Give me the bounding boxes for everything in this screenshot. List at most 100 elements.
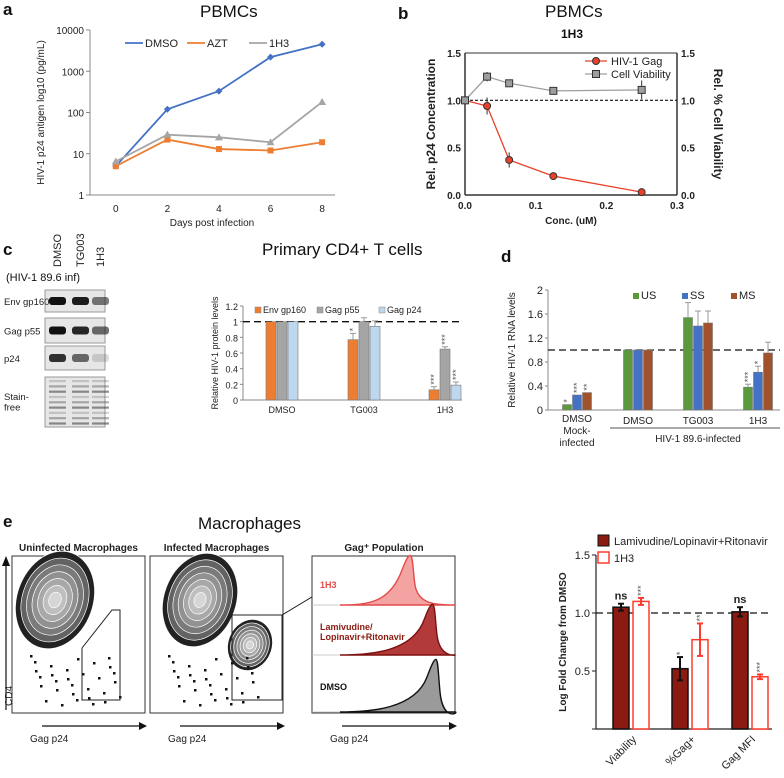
b-x-tick-label: 0.1 [529,201,543,212]
flow-event [230,703,233,706]
b-x-tick-label: 0.3 [670,201,684,212]
e-sig-stars: ** [695,614,705,622]
a-x-tick-label: 0 [113,204,119,215]
c-legend-swatch [316,306,324,314]
blot-row-label-line: free [4,402,20,413]
blot-lane-label: 1H3 [95,247,107,267]
a-series-AZT [115,138,323,167]
flow-contour [193,592,207,608]
a-y-label: HIV-1 p24 antigen log10 (pg/mL) [36,40,47,185]
c-bar-Gag-p24 [450,384,462,401]
b-point-circle [505,155,514,164]
c-y-tick-label: 0.6 [225,349,238,359]
d-bar-SS [693,325,703,411]
histogram-label: 1H3 [320,580,337,590]
flow-event [220,673,223,676]
d-x-tick-label: 1H3 [749,416,768,427]
blot-header: (HIV-1 89.6 inf) [6,272,80,284]
c-y-tick-label: 0.8 [225,333,238,343]
b-x-tick-label: 0.2 [599,201,613,212]
flow-event [204,669,207,672]
d-y-tick-label: 0.8 [528,357,543,369]
flow-event [226,697,229,700]
e-bar-Lamivudine-Lopinavir-Ritonavir [731,611,749,730]
e-y-tick-label: 0.5 [575,666,590,678]
flow-event [242,701,245,704]
flow-event [103,692,106,695]
flow-event [177,676,180,679]
flow-y-label: CD4 [4,686,15,706]
c-sig-stars: *** [440,334,450,345]
d-legend-swatch [633,293,639,299]
c-legend-label: Env gp160 [263,305,306,315]
flow-event [188,665,191,668]
blot-lane-label: TG003 [75,233,87,267]
d-legend-swatch [682,293,688,299]
flow-event [35,670,38,673]
b-y2-tick-label: 0.5 [681,144,695,155]
blot-band [49,401,66,404]
blot-band [72,326,89,335]
a-legend-label: AZT [207,38,228,50]
blot-row-label: Gag p55 [4,327,40,338]
flow-event [241,692,244,695]
flow-event [189,674,192,677]
a-point-diamond [267,53,275,61]
flow-event [45,700,48,703]
c-legend-swatch [254,306,262,314]
flow-event [55,680,58,683]
b-y2-tick-label: 1.0 [681,96,695,107]
a-x-tick-label: 2 [165,204,171,215]
a-y-tick-label: 100 [67,109,84,120]
d-bar-US [683,317,693,411]
e-x-tick-label: Gag MFI [719,734,758,773]
c-bar-Gag-p24 [287,321,299,401]
flow-event [71,684,74,687]
a-x-tick-label: 4 [216,204,222,215]
d-x-tick-label: Mock- [563,426,590,437]
flow-event [51,674,54,677]
d-bar-SS [572,394,582,411]
flow-title: Macrophages [198,514,302,533]
a-y-tick-label: 1000 [62,67,85,78]
b-x-tick-label: 0.0 [458,201,472,212]
flow-event [82,673,85,676]
a-y-tick-label: 10000 [56,26,84,37]
flow-contour [48,591,62,609]
a-point-diamond [163,105,171,113]
blot-band [49,297,66,305]
b-y2-tick-label: 1.5 [681,49,695,60]
blot-band [72,417,89,420]
a-point-triangle [318,97,327,105]
blot-band [49,390,66,393]
panel-label-b: b [398,4,409,23]
flow-event [246,657,249,660]
a-point-diamond [215,87,223,95]
b-y2-tick-label: 0.0 [681,191,695,202]
b-point-circle [637,188,646,197]
blot-band [49,422,66,425]
blot-band [92,380,109,383]
blot-band [72,411,89,414]
panel-label-d: d [501,247,512,266]
flow-event [199,704,202,707]
d-y-tick-label: 2 [537,285,543,297]
flow-x-label: Gag p24 [330,734,369,745]
d-bar-SS [633,349,643,411]
flow-gate [231,614,283,701]
d-bar-SS [753,371,763,411]
d-bar-MS [703,322,713,411]
flow-event [178,685,181,688]
d-legend-label: US [641,290,656,302]
flow-event [67,678,70,681]
a-point-square [319,139,326,146]
blot-band [72,395,89,399]
flow-event [209,684,212,687]
flow-x-arrow [449,722,457,730]
d-bar-MS [763,352,773,411]
flow-event [76,699,79,702]
a-x-tick-label: 6 [268,204,274,215]
blot-band [72,297,89,305]
b-point-square [549,86,558,95]
